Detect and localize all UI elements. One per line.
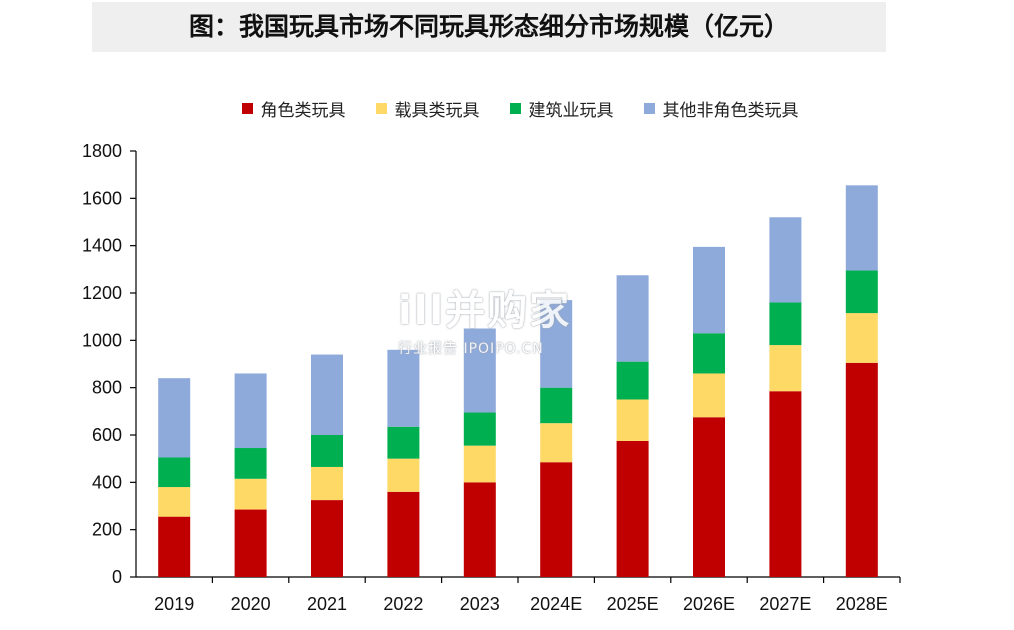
watermark-main: ill并购家 [398,288,572,334]
bar-segment [540,462,573,577]
bar-segment [540,423,573,463]
legend-item: 载具类玩具 [375,95,480,121]
bar-segment [540,387,573,424]
y-tick-label: 200 [92,520,122,540]
y-tick-label: 1600 [82,188,122,208]
bar-segment [463,445,496,483]
legend-label: 建筑业玩具 [528,100,614,121]
bar-segment [769,217,802,303]
x-tick-label: 2020 [231,594,271,614]
y-tick-label: 600 [92,425,122,445]
bar-segment [693,417,725,577]
legend-swatch [241,102,253,114]
bar-segment [463,412,496,446]
x-tick-label: 2022 [383,594,423,614]
legend-swatch [643,102,655,114]
bar-segment [693,373,725,418]
bar-segment [387,491,420,577]
bar-segment [769,302,802,346]
chart-legend: 角色类玩具 载具类玩具 建筑业玩具 其他非角色类玩具 [140,95,900,121]
bar-segment [234,478,267,510]
bar-segment [463,328,496,413]
legend-label: 载具类玩具 [394,100,480,121]
y-tick-label: 1800 [82,141,122,161]
bar-segment [158,487,191,517]
x-tick-label: 2023 [460,594,500,614]
bar-segment [311,466,343,501]
bar-segment [540,300,573,388]
bar-segment [311,435,343,467]
watermark: ill并购家 行业报告 IPOIPO.CN [398,278,618,358]
bar-segment [234,509,267,577]
bar-segment [311,500,343,577]
title-bar: 图：我国玩具市场不同玩具形态细分市场规模（亿元） [92,2,886,52]
legend-label: 角色类玩具 [260,100,346,121]
x-tick-label: 2019 [154,594,194,614]
legend-label: 其他非角色类玩具 [662,100,799,121]
bar-segment [616,361,649,400]
bar-segment [387,458,420,492]
legend-item: 角色类玩具 [241,95,346,121]
y-tick-label: 0 [112,567,122,587]
y-tick-label: 1400 [82,236,122,256]
legend-swatch [509,102,521,114]
y-tick-label: 800 [92,378,122,398]
x-tick-label: 2026E [683,594,735,614]
legend-item: 建筑业玩具 [509,95,614,121]
bar-segment [769,345,802,392]
bar-segment [158,516,191,577]
x-tick-label: 2021 [307,594,347,614]
x-tick-label: 2027E [759,594,811,614]
bar-segment [234,448,267,479]
x-tick-label: 2028E [836,594,888,614]
bar-segment [616,399,649,441]
bar-segment [616,275,649,362]
y-tick-label: 1200 [82,283,122,303]
bar-segment [845,362,878,577]
bar-segment [387,349,420,427]
bar-segment [845,313,878,363]
bar-segment [234,373,267,449]
bar-segment [387,426,420,459]
legend-item: 其他非角色类玩具 [643,95,799,121]
x-tick-label: 2024E [530,594,582,614]
bar-segment [693,333,725,374]
bar-segment [616,440,649,577]
bar-segment [769,391,802,577]
bar-segment [158,378,191,458]
x-tick-label: 2025E [607,594,659,614]
bar-segment [463,482,496,577]
watermark-sub: 行业报告 IPOIPO.CN [398,341,544,357]
y-tick-label: 400 [92,472,122,492]
bar-segment [158,457,191,488]
legend-swatch [375,102,387,114]
bar-segment [845,270,878,314]
y-tick-label: 1000 [82,330,122,350]
chart-title: 图：我国玩具市场不同玩具形态细分市场规模（亿元） [188,12,789,41]
bar-segment [693,246,725,334]
bar-segment [845,185,878,271]
bar-segment [311,354,343,435]
